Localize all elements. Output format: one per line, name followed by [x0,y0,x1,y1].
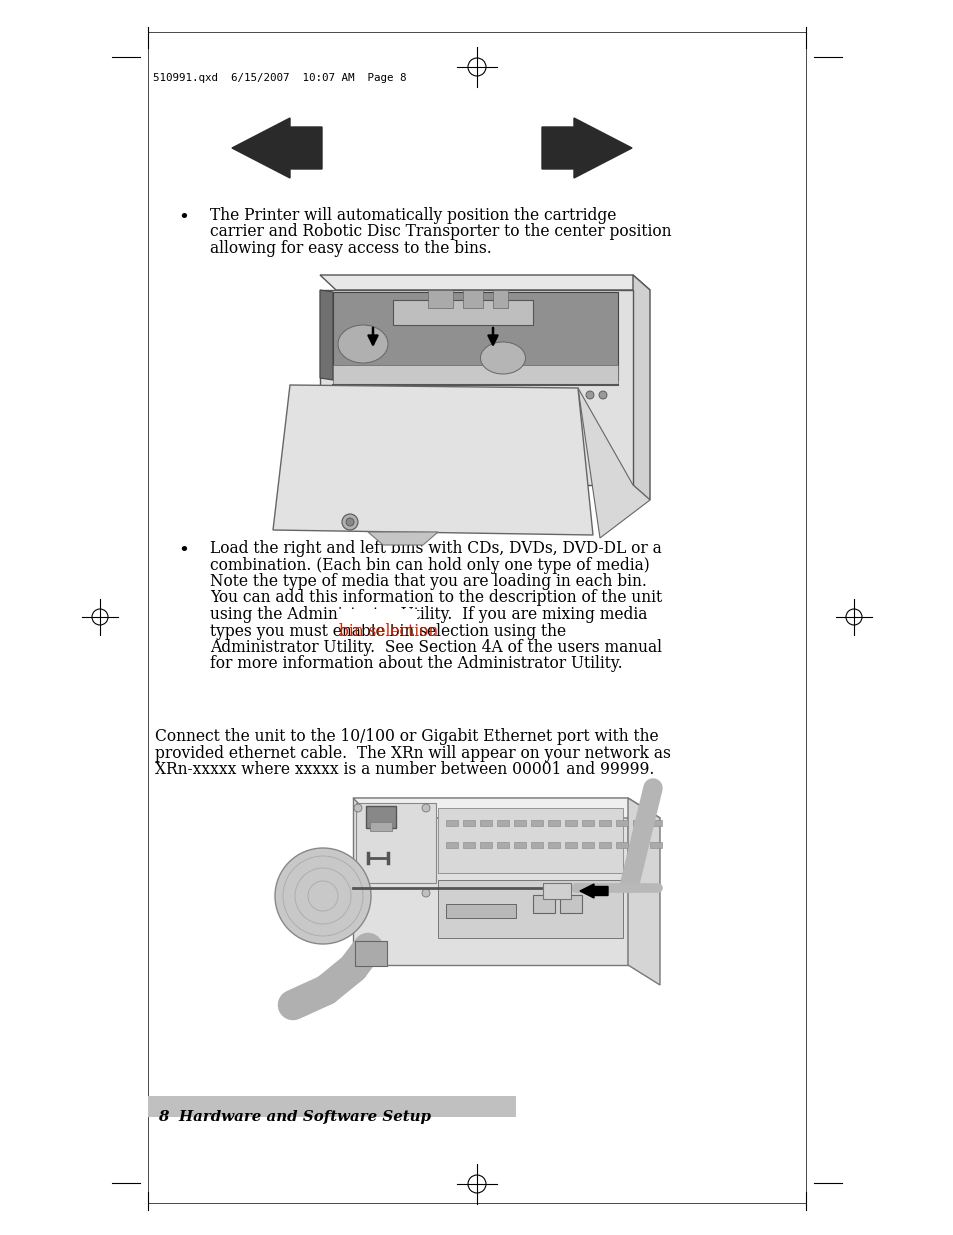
Text: types you must enable bin selection using the: types you must enable bin selection usin… [210,622,565,640]
Circle shape [421,889,430,897]
Bar [479,842,492,848]
Text: combination. (Each bin can hold only one type of media): combination. (Each bin can hold only one… [210,557,649,573]
Polygon shape [627,798,659,986]
Polygon shape [633,275,649,500]
Text: provided ethernet cable.  The XRn will appear on your network as: provided ethernet cable. The XRn will ap… [154,745,670,762]
Bar [446,904,516,918]
Bar [393,300,533,325]
Text: bin selection: bin selection [339,622,438,640]
Text: •: • [178,542,189,559]
Polygon shape [578,388,649,538]
Text: •: • [178,209,189,227]
Text: You can add this information to the description of the unit: You can add this information to the desc… [210,589,661,606]
Bar [542,883,571,899]
Bar [581,842,594,848]
Bar [531,820,542,826]
Bar [355,803,436,883]
Bar [633,842,644,848]
Text: XRn-xxxxx where xxxxx is a number between 00001 and 99999.: XRn-xxxxx where xxxxx is a number betwee… [154,761,654,778]
Circle shape [585,391,594,399]
Circle shape [354,804,361,811]
Bar [355,941,387,966]
Bar [547,820,559,826]
Bar [649,820,661,826]
Bar [462,290,482,308]
Circle shape [568,391,577,399]
Bar [462,842,475,848]
Bar [497,820,509,826]
Text: allowing for easy access to the bins.: allowing for easy access to the bins. [210,240,491,257]
Polygon shape [319,290,633,485]
Bar [514,842,525,848]
Bar [514,820,525,826]
Circle shape [421,804,430,811]
FancyArrow shape [541,119,631,178]
Polygon shape [353,798,659,818]
Bar [616,820,627,826]
Circle shape [274,848,371,944]
Bar [437,881,622,939]
Bar [437,808,622,873]
Text: Administrator Utility.  See Section 4A of the users manual: Administrator Utility. See Section 4A of… [210,638,661,656]
Bar [531,842,542,848]
Bar [581,820,594,826]
Bar [616,842,627,848]
Polygon shape [273,385,593,535]
Text: for more information about the Administrator Utility.: for more information about the Administr… [210,656,622,673]
Text: Note the type of media that you are loading in each bin.: Note the type of media that you are load… [210,573,646,590]
Bar [366,806,395,827]
Text: using the Administrator Utility.  If you are mixing media: using the Administrator Utility. If you … [210,606,647,622]
Circle shape [341,514,357,530]
Bar [446,820,457,826]
Bar [446,842,457,848]
Polygon shape [319,290,333,380]
Text: Load the right and left bins with CDs, DVDs, DVD-DL or a: Load the right and left bins with CDs, D… [210,540,661,557]
Text: carrier and Robotic Disc Transporter to the center position: carrier and Robotic Disc Transporter to … [210,224,671,241]
Bar [598,842,610,848]
Bar [547,842,559,848]
Bar [338,609,416,624]
Bar [533,895,555,913]
Bar [479,820,492,826]
Text: 8  Hardware and Software Setup: 8 Hardware and Software Setup [158,1110,431,1124]
Polygon shape [333,366,618,385]
Bar [633,820,644,826]
Bar [598,820,610,826]
Polygon shape [368,532,437,545]
Circle shape [354,889,361,897]
Ellipse shape [480,342,525,374]
Circle shape [346,517,354,526]
Bar [559,895,581,913]
Bar [462,820,475,826]
Text: 510991.qxd  6/15/2007  10:07 AM  Page 8: 510991.qxd 6/15/2007 10:07 AM Page 8 [152,73,406,83]
Bar [493,290,507,308]
Bar [428,290,453,308]
Bar [497,842,509,848]
Polygon shape [319,275,649,290]
Bar [564,842,577,848]
Polygon shape [333,291,618,380]
Bar [370,823,392,831]
Text: Connect the unit to the 10/100 or Gigabit Ethernet port with the: Connect the unit to the 10/100 or Gigabi… [154,727,658,745]
Bar [148,1095,516,1116]
FancyArrow shape [232,119,322,178]
Polygon shape [353,798,627,965]
Bar [649,842,661,848]
Circle shape [598,391,606,399]
Text: The Printer will automatically position the cartridge: The Printer will automatically position … [210,207,616,224]
Ellipse shape [337,325,388,363]
FancyArrow shape [579,884,607,898]
Bar [564,820,577,826]
